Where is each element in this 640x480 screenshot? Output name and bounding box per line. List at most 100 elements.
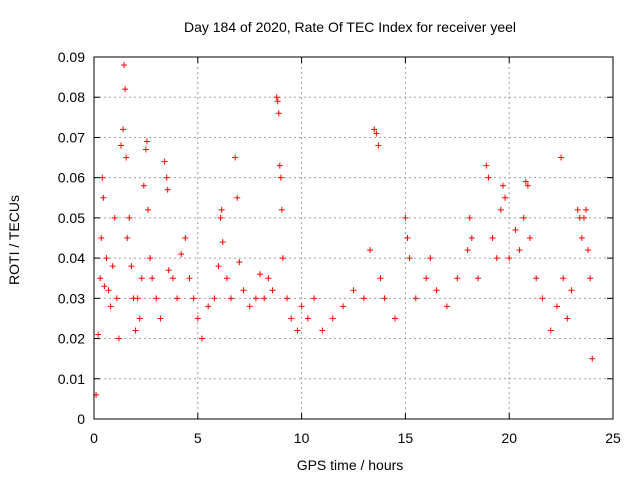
data-point — [103, 255, 110, 262]
data-point — [128, 263, 135, 270]
y-tick-label: 0.01 — [58, 371, 85, 387]
data-point — [402, 214, 409, 221]
data-point — [138, 275, 145, 282]
data-point — [198, 335, 205, 342]
data-point — [319, 327, 326, 334]
data-point — [284, 295, 291, 302]
data-point — [526, 235, 533, 241]
data-point — [589, 355, 596, 362]
data-point — [144, 206, 151, 213]
data-point — [489, 235, 496, 241]
x-tick-label: 25 — [605, 430, 621, 446]
data-point — [493, 255, 500, 262]
data-point — [539, 295, 546, 302]
data-point — [311, 295, 318, 302]
data-point — [294, 327, 301, 334]
x-tick-label: 10 — [294, 430, 310, 446]
data-point — [433, 287, 440, 294]
data-point — [475, 275, 482, 282]
y-tick-label: 0.04 — [58, 250, 85, 266]
data-point — [506, 255, 513, 262]
data-point — [149, 275, 156, 282]
data-point — [427, 255, 434, 262]
data-point — [377, 275, 384, 282]
data-point — [120, 126, 127, 133]
data-point — [100, 194, 107, 201]
data-point — [147, 255, 154, 262]
data-point — [583, 206, 590, 213]
y-tick-label: 0.07 — [58, 129, 85, 145]
data-point — [134, 295, 141, 302]
data-point — [558, 154, 565, 161]
data-point — [109, 263, 116, 270]
data-point — [568, 287, 575, 294]
data-point — [164, 186, 171, 193]
data-point — [502, 194, 509, 201]
data-point — [223, 275, 230, 282]
data-point — [485, 174, 492, 181]
data-point — [99, 174, 106, 181]
data-point — [205, 303, 212, 310]
data-point — [580, 214, 587, 221]
data-point — [123, 154, 130, 161]
data-point — [240, 287, 247, 294]
data-point — [392, 315, 399, 322]
data-points — [93, 62, 596, 398]
data-point — [98, 235, 105, 241]
data-point — [215, 263, 222, 270]
y-tick-label: 0.05 — [58, 210, 85, 226]
data-point — [178, 251, 185, 258]
data-point — [122, 86, 129, 93]
data-point — [252, 295, 259, 302]
data-point — [375, 142, 382, 149]
data-point — [587, 275, 594, 282]
data-point — [585, 247, 592, 254]
data-point — [560, 275, 567, 282]
data-point — [105, 287, 112, 294]
data-point — [406, 255, 413, 262]
data-point — [269, 287, 276, 294]
data-point — [153, 295, 160, 302]
data-point — [499, 182, 506, 189]
x-axis-label: GPS time / hours — [297, 457, 404, 473]
data-point — [236, 259, 243, 266]
data-point — [246, 303, 253, 310]
data-point — [161, 158, 168, 165]
data-point — [234, 194, 241, 201]
y-tick-label: 0.06 — [58, 170, 85, 186]
data-point — [117, 142, 124, 149]
data-point — [190, 295, 197, 302]
y-tick-label: 0.02 — [58, 331, 85, 347]
data-point — [111, 214, 118, 221]
data-point — [232, 154, 239, 161]
axis-ticks — [93, 56, 614, 420]
data-point — [95, 331, 102, 338]
data-point — [261, 295, 268, 302]
x-tick-label: 0 — [90, 430, 98, 446]
data-point — [115, 335, 122, 342]
data-point — [466, 214, 473, 221]
data-point — [143, 138, 150, 145]
data-point — [165, 267, 172, 274]
data-point — [186, 275, 193, 282]
data-point — [288, 315, 295, 322]
data-point — [512, 226, 519, 233]
data-point — [228, 295, 235, 302]
data-point — [142, 146, 149, 153]
data-point — [371, 126, 378, 133]
plot-frame — [93, 56, 614, 420]
x-tick-label: 20 — [501, 430, 517, 446]
data-point — [497, 206, 504, 213]
data-point — [101, 283, 108, 290]
y-tick-label: 0 — [77, 411, 85, 427]
x-tick-label: 5 — [194, 430, 202, 446]
data-point — [136, 315, 143, 322]
data-point — [304, 315, 311, 322]
data-point — [274, 98, 281, 105]
data-point — [211, 295, 218, 302]
data-point — [194, 315, 201, 322]
chart-title: Day 184 of 2020, Rate Of TEC Index for r… — [184, 19, 516, 35]
data-point — [124, 235, 131, 241]
data-point — [257, 271, 264, 278]
